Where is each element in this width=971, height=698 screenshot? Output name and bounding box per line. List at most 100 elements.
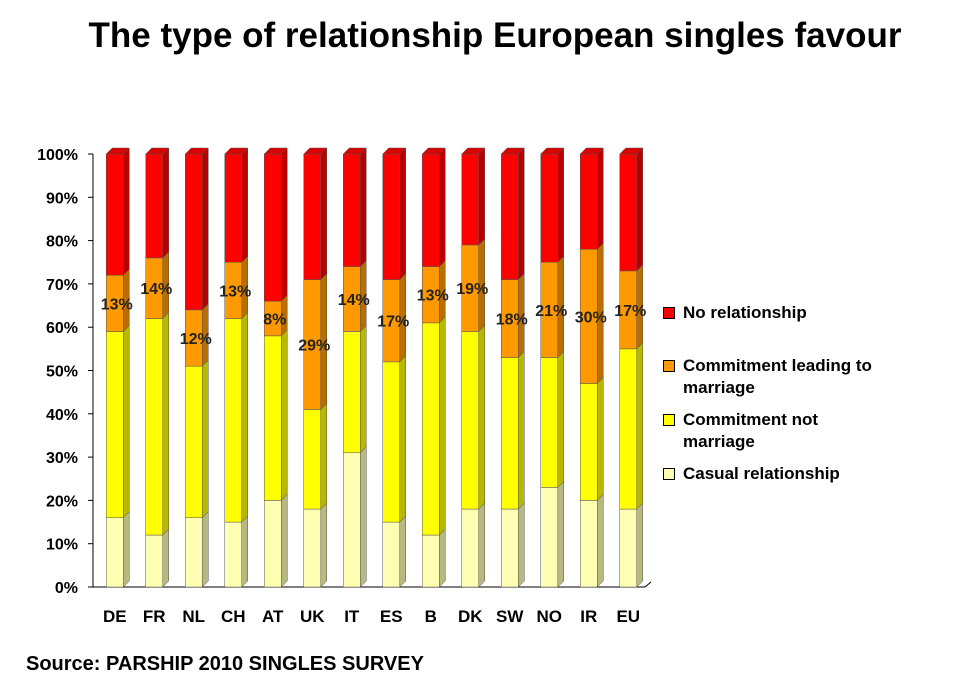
bar-uk-no-relationship-top [303, 147, 328, 155]
bar-uk-casual-relationship [303, 508, 321, 588]
bar-no-no-relationship-side [557, 147, 564, 263]
bar-b-commitment-not-marriage [422, 322, 440, 536]
data-label-no: 21% [535, 303, 567, 320]
legend-swatch-commitment-leading [663, 360, 675, 372]
bar-b-no-relationship-top [421, 147, 446, 155]
bar-no-commitment-not-marriage [540, 357, 558, 488]
x-tick-label-ch: CH [221, 607, 246, 626]
bar-eu-commitment-not-marriage-side [636, 342, 643, 510]
data-label-sw: 18% [496, 312, 528, 329]
bar-at-casual-relationship [264, 500, 282, 588]
legend-swatch-casual [663, 468, 675, 480]
bar-eu-no-relationship-top [619, 147, 644, 155]
bar-fr-casual-relationship [145, 534, 163, 588]
bar-de-commitment-not-marriage-side [123, 324, 130, 519]
bar-ir-no-relationship-top [579, 147, 604, 155]
bar-fr-commitment-not-marriage [145, 318, 163, 536]
x-tick-label-at: AT [262, 607, 284, 626]
bar-sw-no-relationship [501, 153, 519, 280]
x-tick-label-no: NO [537, 607, 563, 626]
bar-de-no-relationship [106, 153, 124, 276]
bar-fr-casual-relationship-side [162, 528, 169, 588]
bar-no-no-relationship [540, 153, 558, 263]
bar-no-casual-relationship [540, 487, 558, 588]
bar-dk-no-relationship-top [461, 147, 486, 155]
bar-ch-no-relationship-side [241, 147, 248, 263]
bar-b-commitment-not-marriage-side [439, 316, 446, 536]
bar-ch-commitment-not-marriage [224, 318, 242, 523]
chart-title: The type of relationship European single… [88, 16, 902, 55]
bar-ch-no-relationship-top [224, 147, 249, 155]
bar-dk-casual-relationship-side [478, 502, 485, 588]
data-label-ir: 30% [575, 309, 607, 326]
bar-de-no-relationship-top [105, 147, 130, 155]
y-tick-label: 90% [46, 190, 78, 207]
y-tick-label: 70% [46, 277, 78, 294]
bar-de-casual-relationship-side [123, 511, 130, 588]
data-label-b: 13% [417, 288, 449, 305]
bar-no-no-relationship-top [540, 147, 565, 155]
bar-de-casual-relationship [106, 517, 124, 588]
bar-ir-casual-relationship [580, 500, 598, 588]
data-label-it: 14% [338, 292, 370, 309]
y-tick-label: 60% [46, 320, 78, 337]
y-tick-label: 30% [46, 450, 78, 467]
x-tick-label-eu: EU [616, 607, 640, 626]
data-label-ch: 13% [219, 283, 251, 300]
bar-es-no-relationship [382, 153, 400, 280]
bar-ir-casual-relationship-side [597, 493, 604, 588]
bar-es-no-relationship-top [382, 147, 407, 155]
legend-label-no-relationship: No relationship [683, 303, 807, 322]
bar-ch-casual-relationship-side [241, 515, 248, 588]
bar-no-casual-relationship-side [557, 480, 564, 588]
bar-uk-no-relationship [303, 153, 321, 280]
y-tick-label: 80% [46, 234, 78, 251]
legend-item-no-relationship: No relationship [663, 302, 923, 324]
data-label-de: 13% [101, 296, 133, 313]
x-tick-label-es: ES [380, 607, 403, 626]
bar-es-casual-relationship [382, 521, 400, 588]
bar-fr-commitment-not-marriage-side [162, 311, 169, 536]
bar-ir-no-relationship [580, 153, 598, 250]
x-axis-depth-line [644, 581, 652, 588]
bar-it-casual-relationship-side [360, 446, 367, 588]
y-tick-label: 0% [55, 580, 78, 597]
x-tick-label-b: B [425, 607, 437, 626]
bar-ch-no-relationship [224, 153, 242, 263]
legend-label-casual: Casual relationship [683, 464, 840, 483]
legend-label-commitment-not-marriage: Commitment not marriage [683, 410, 819, 451]
bar-eu-casual-relationship-side [636, 502, 643, 588]
legend-item-commitment-not-marriage: Commitment not marriage [663, 409, 853, 453]
y-tick-label: 50% [46, 364, 78, 381]
bar-dk-casual-relationship [461, 508, 479, 588]
bar-eu-commitment-not-marriage [619, 348, 637, 510]
bar-ir-commitment-not-marriage [580, 383, 598, 501]
bar-eu-no-relationship [619, 153, 637, 272]
bar-it-no-relationship [343, 153, 361, 267]
bar-it-commitment-not-marriage [343, 331, 361, 454]
bar-dk-no-relationship-side [478, 147, 485, 246]
legend-swatch-no-relationship [663, 307, 675, 319]
bar-at-commitment-not-marriage [264, 335, 282, 501]
bar-nl-casual-relationship [185, 517, 203, 588]
bar-it-no-relationship-top [342, 147, 367, 155]
bar-nl-casual-relationship-side [202, 511, 209, 588]
data-label-nl: 12% [180, 331, 212, 348]
legend-item-commitment-leading: Commitment leading to marriage [663, 355, 923, 399]
data-label-fr: 14% [140, 281, 172, 298]
bar-b-no-relationship-side [439, 147, 446, 268]
data-label-at: 8% [263, 312, 286, 329]
bar-dk-no-relationship [461, 153, 479, 246]
bar-ch-commitment-not-marriage-side [241, 311, 248, 523]
bar-sw-casual-relationship-side [518, 502, 525, 588]
bar-at-no-relationship-top [263, 147, 288, 155]
x-tick-label-sw: SW [496, 607, 524, 626]
x-tick-label-nl: NL [182, 607, 205, 626]
bar-it-no-relationship-side [360, 147, 367, 268]
x-tick-label-ir: IR [580, 607, 597, 626]
bar-nl-no-relationship [185, 153, 203, 311]
bar-at-no-relationship [264, 153, 282, 302]
bar-dk-commitment-not-marriage-side [478, 324, 485, 510]
bar-de-no-relationship-side [123, 147, 130, 276]
